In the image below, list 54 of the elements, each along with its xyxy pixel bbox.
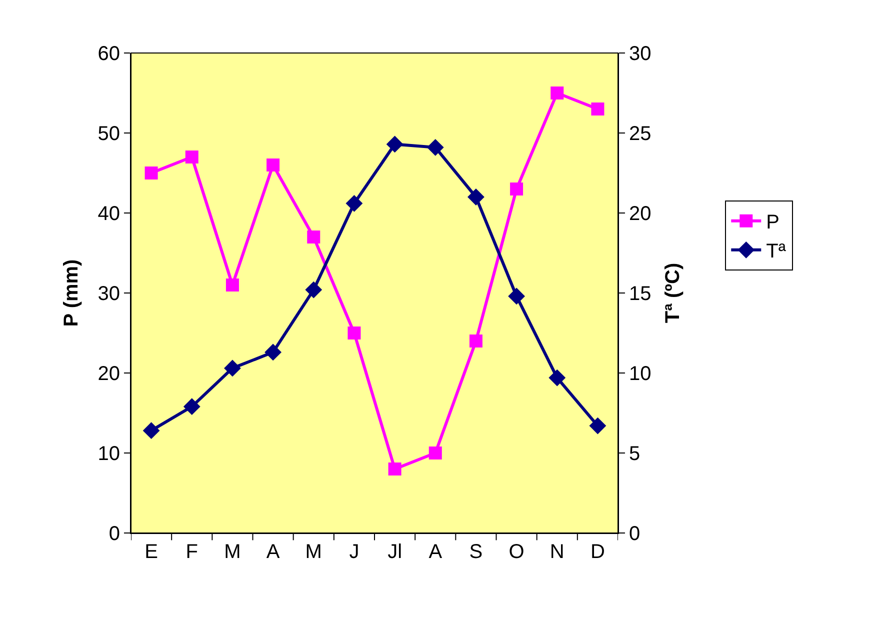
point xyxy=(426,138,444,156)
point xyxy=(348,326,361,340)
legend-label: Tª xyxy=(766,240,786,263)
point xyxy=(550,86,564,100)
point xyxy=(142,422,160,440)
point xyxy=(307,230,320,244)
point xyxy=(264,344,282,361)
y2-tick-label: 25 xyxy=(629,123,652,145)
x-tick-label: M xyxy=(305,541,322,563)
y-tick-label: 20 xyxy=(98,363,120,385)
x-tick-label: Jl xyxy=(388,541,402,563)
point xyxy=(185,150,198,164)
y-tick-label: 10 xyxy=(98,443,120,465)
point xyxy=(224,360,241,377)
y-tick-label: 40 xyxy=(98,203,120,225)
legend-label: P xyxy=(766,212,780,234)
x-tick-label: F xyxy=(186,541,198,563)
x-tick-label: N xyxy=(550,541,564,563)
y2-tick-label: 0 xyxy=(629,523,640,545)
x-tick-label: E xyxy=(144,541,158,563)
point xyxy=(469,334,482,348)
point xyxy=(589,417,606,434)
x-tick-label: M xyxy=(224,541,241,563)
point xyxy=(508,288,525,305)
y-tick-label: 0 xyxy=(108,523,120,545)
point xyxy=(266,158,280,172)
y2-axis-title: Tª (ºC) xyxy=(662,262,684,324)
point xyxy=(346,194,363,212)
y-tick-label: 30 xyxy=(98,283,120,305)
y2-tick-label: 10 xyxy=(629,363,652,385)
point xyxy=(388,462,402,476)
point xyxy=(468,188,484,206)
x-tick-label: S xyxy=(469,541,483,563)
x-tick-label: J xyxy=(349,541,360,563)
point xyxy=(305,281,322,298)
point xyxy=(386,136,404,153)
x-tick-label: A xyxy=(266,541,280,563)
point xyxy=(510,182,524,196)
point xyxy=(591,102,604,116)
y-axis-title: P (mm) xyxy=(60,259,82,327)
x-tick-label: O xyxy=(508,541,524,563)
point xyxy=(183,398,200,416)
point xyxy=(428,446,442,460)
point xyxy=(226,278,239,292)
y2-tick-label: 5 xyxy=(629,443,640,465)
point xyxy=(144,166,158,180)
y2-tick-label: 30 xyxy=(629,43,652,65)
y2-tick-label: 20 xyxy=(629,203,652,225)
y-tick-label: 60 xyxy=(98,43,120,65)
x-tick-label: D xyxy=(590,541,605,563)
y-tick-label: 50 xyxy=(98,123,120,145)
y2-tick-label: 15 xyxy=(629,283,652,305)
x-tick-label: A xyxy=(428,541,443,563)
point xyxy=(548,369,566,386)
